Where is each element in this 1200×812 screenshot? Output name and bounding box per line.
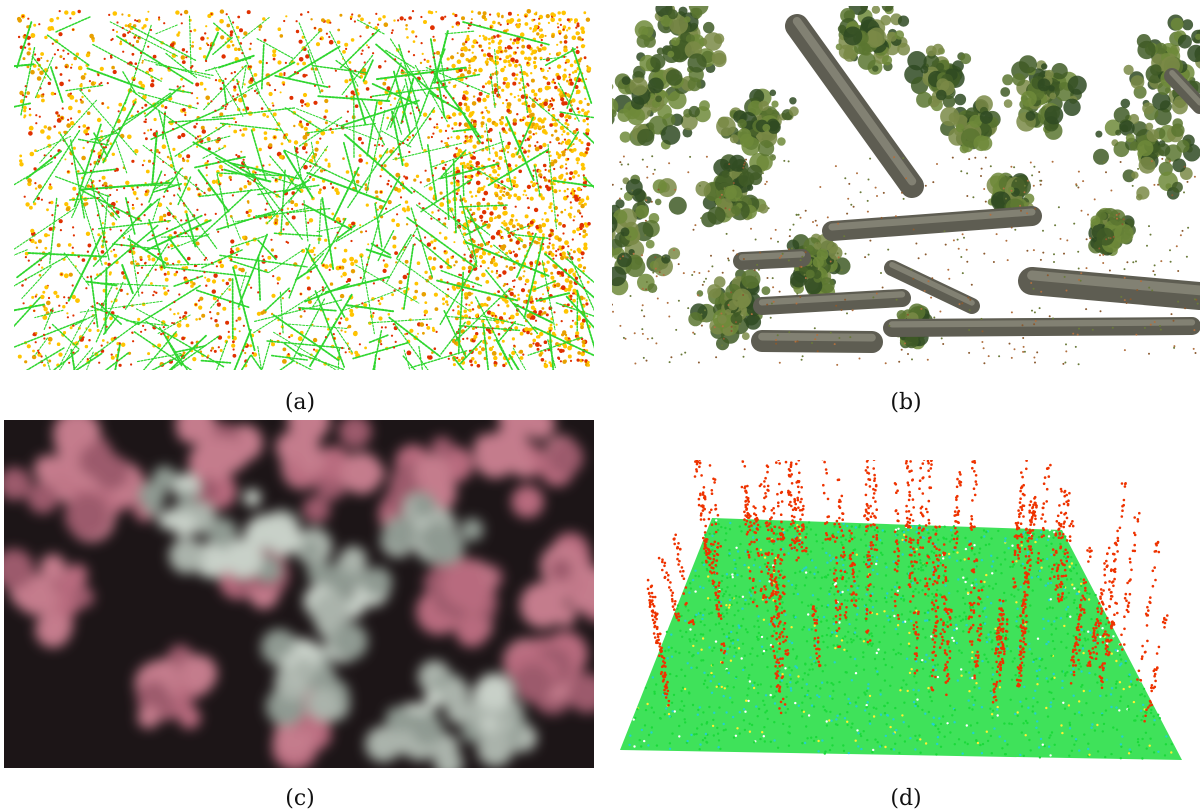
panel-b-textured-reconstruction — [612, 6, 1200, 372]
panel-a-point-cloud-top-view — [14, 6, 594, 370]
panel-d-point-cloud-oblique — [612, 460, 1200, 770]
panel-c-aerial-image — [4, 420, 594, 768]
caption-d: (d) — [890, 786, 922, 811]
caption-c: (c) — [285, 786, 315, 811]
caption-b: (b) — [890, 390, 922, 415]
panel-b-canvas — [612, 6, 1200, 366]
caption-a: (a) — [284, 390, 316, 415]
panel-c-canvas — [4, 420, 594, 768]
panel-d-canvas — [620, 460, 1182, 760]
panel-a-canvas — [14, 6, 594, 370]
